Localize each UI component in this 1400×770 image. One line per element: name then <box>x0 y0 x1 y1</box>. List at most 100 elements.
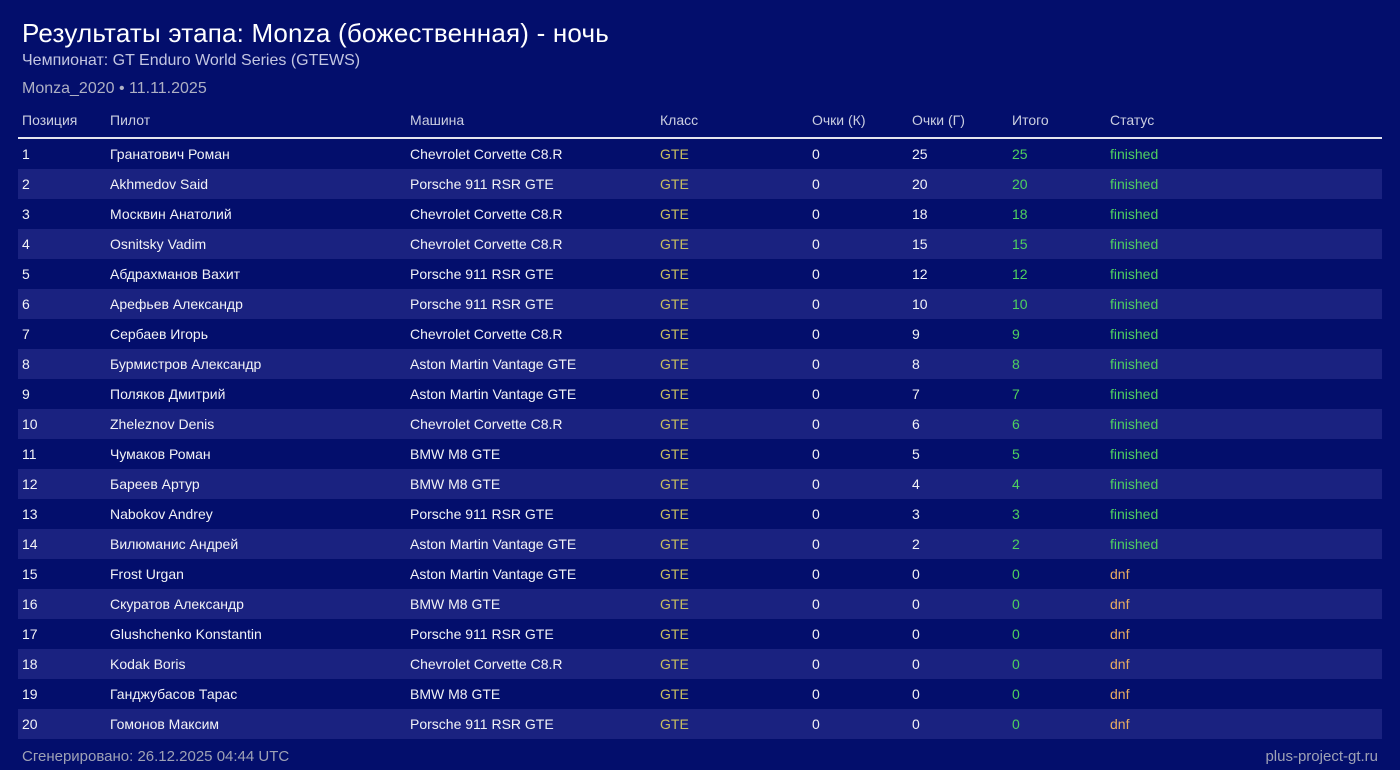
points-k-cell: 0 <box>812 446 820 462</box>
position-cell: 1 <box>22 146 30 162</box>
status-cell: finished <box>1110 506 1159 522</box>
points-k-cell: 0 <box>812 326 820 342</box>
points-g-cell: 4 <box>912 476 920 492</box>
position-cell: 20 <box>22 716 38 732</box>
pilot-cell: Zheleznov Denis <box>110 416 215 432</box>
car-cell: Chevrolet Corvette C8.R <box>410 326 563 342</box>
car-cell: Porsche 911 RSR GTE <box>410 506 554 522</box>
total-cell: 5 <box>1012 446 1020 462</box>
pilot-cell: Бареев Артур <box>110 476 200 492</box>
table-row: 14 Вилюманис Андрей Aston Martin Vantage G… <box>18 529 1382 559</box>
column-header-pilot: Пилот <box>106 108 406 139</box>
car-cell: Chevrolet Corvette C8.R <box>410 146 563 162</box>
position-cell: 8 <box>22 356 30 372</box>
column-header-points-k: Очки (К) <box>808 108 908 139</box>
table-row: 20 Гомонов Максим Porsche 911 RSR GTE GTE 0 0… <box>18 709 1382 739</box>
total-cell: 15 <box>1012 236 1028 252</box>
status-cell: finished <box>1110 386 1159 402</box>
car-cell: BMW M8 GTE <box>410 596 501 612</box>
car-cell: Porsche 911 RSR GTE <box>410 266 554 282</box>
pilot-cell: Арефьев Александр <box>110 296 243 312</box>
site-url: plus-project-gt.ru <box>1265 748 1378 765</box>
pilot-cell: Osnitsky Vadim <box>110 236 207 252</box>
pilot-cell: Скуратов Александр <box>110 596 244 612</box>
table-row: 17 Glushchenko Konstantin Porsche 911 RSR … <box>18 619 1382 649</box>
status-cell: finished <box>1110 536 1159 552</box>
status-cell: finished <box>1110 206 1159 222</box>
car-cell: Chevrolet Corvette C8.R <box>410 206 563 222</box>
pilot-cell: Glushchenko Konstantin <box>110 626 262 642</box>
class-cell: GTE <box>660 416 689 432</box>
class-cell: GTE <box>660 506 689 522</box>
car-cell: Porsche 911 RSR GTE <box>410 626 554 642</box>
points-k-cell: 0 <box>812 656 820 672</box>
table-row: 18 Kodak Boris Chevrolet Corvette C8.R GTE 0… <box>18 649 1382 679</box>
table-row: 6 Арефьев Александр Porsche 911 RSR GTE GTE… <box>18 289 1382 319</box>
position-cell: 6 <box>22 296 30 312</box>
table-row: 1 Гранатович Роман Chevrolet Corvette C8.R… <box>18 138 1382 169</box>
total-cell: 0 <box>1012 716 1020 732</box>
status-cell: finished <box>1110 146 1159 162</box>
position-cell: 7 <box>22 326 30 342</box>
car-cell: BMW M8 GTE <box>410 446 501 462</box>
points-k-cell: 0 <box>812 206 820 222</box>
car-cell: BMW M8 GTE <box>410 686 501 702</box>
total-cell: 0 <box>1012 686 1020 702</box>
class-cell: GTE <box>660 386 689 402</box>
page-title: Результаты этапа: Monza (божественная) -… <box>22 18 609 48</box>
points-k-cell: 0 <box>812 716 820 732</box>
table-row: 3 Москвин Анатолий Chevrolet Corvette C8.R… <box>18 199 1382 229</box>
table-row: 19 Ганджубасов Тарас BMW M8 GTE GTE 0 0 0 dnf <box>18 679 1382 709</box>
position-cell: 11 <box>22 446 37 462</box>
points-g-cell: 0 <box>912 596 920 612</box>
table-row: 16 Скуратов Александр BMW M8 GTE GTE 0 0 0 dnf <box>18 589 1382 619</box>
car-cell: Porsche 911 RSR GTE <box>410 176 554 192</box>
total-cell: 2 <box>1012 536 1020 552</box>
class-cell: GTE <box>660 446 689 462</box>
status-cell: dnf <box>1110 686 1130 702</box>
status-cell: finished <box>1110 296 1159 312</box>
class-cell: GTE <box>660 236 689 252</box>
position-cell: 16 <box>22 596 38 612</box>
car-cell: BMW M8 GTE <box>410 476 501 492</box>
points-k-cell: 0 <box>812 146 820 162</box>
track-and-date-meta: Monza_2020 • 11.11.2025 <box>22 80 207 97</box>
total-cell: 7 <box>1012 386 1020 402</box>
status-cell: finished <box>1110 476 1159 492</box>
table-row: 15 Frost Urgan Aston Martin Vantage GTE GTE… <box>18 559 1382 589</box>
pilot-cell: Вилюманис Андрей <box>110 536 239 552</box>
points-g-cell: 0 <box>912 656 920 672</box>
points-g-cell: 10 <box>912 296 928 312</box>
points-g-cell: 18 <box>912 206 928 222</box>
total-cell: 4 <box>1012 476 1020 492</box>
car-cell: Porsche 911 RSR GTE <box>410 296 554 312</box>
points-k-cell: 0 <box>812 236 820 252</box>
class-cell: GTE <box>660 326 689 342</box>
points-g-cell: 25 <box>912 146 928 162</box>
points-k-cell: 0 <box>812 506 820 522</box>
points-g-cell: 7 <box>912 386 920 402</box>
car-cell: Aston Martin Vantage GTE <box>410 356 577 372</box>
points-g-cell: 0 <box>912 716 920 732</box>
position-cell: 2 <box>22 176 30 192</box>
car-cell: Aston Martin Vantage GTE <box>410 566 577 582</box>
points-k-cell: 0 <box>812 386 820 402</box>
points-k-cell: 0 <box>812 356 820 372</box>
points-k-cell: 0 <box>812 626 820 642</box>
column-header-points-g: Очки (Г) <box>908 108 1008 139</box>
position-cell: 14 <box>22 536 38 552</box>
table-row: 2 Akhmedov Said Porsche 911 RSR GTE GTE 0 20 2… <box>18 169 1382 199</box>
column-header-total: Итого <box>1008 108 1106 139</box>
class-cell: GTE <box>660 176 689 192</box>
header-row: Позиция Пилот Машина Класс Очки (К) Очки… <box>18 108 1382 139</box>
page-footer: Сгенерировано: 26.12.2025 04:44 UTC plus… <box>22 748 1378 765</box>
pilot-cell: Поляков Дмитрий <box>110 386 226 402</box>
pilot-cell: Чумаков Роман <box>110 446 211 462</box>
total-cell: 10 <box>1012 296 1028 312</box>
position-cell: 12 <box>22 476 38 492</box>
results-table: Позиция Пилот Машина Класс Очки (К) Очки… <box>18 108 1382 739</box>
points-k-cell: 0 <box>812 536 820 552</box>
total-cell: 25 <box>1012 146 1028 162</box>
table-row: 7 Сербаев Игорь Chevrolet Corvette C8.R GTE… <box>18 319 1382 349</box>
class-cell: GTE <box>660 656 689 672</box>
